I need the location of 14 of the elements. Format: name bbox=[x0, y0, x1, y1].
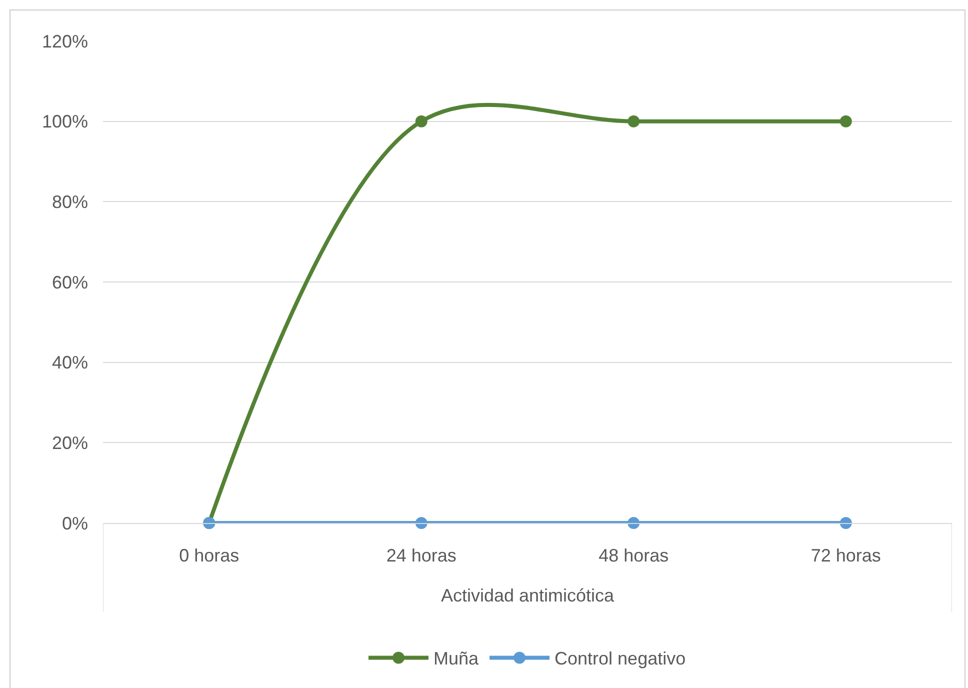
y-tick-label: 40% bbox=[52, 352, 88, 373]
y-tick-label: 80% bbox=[52, 192, 88, 212]
x-tick-label: 48 horas bbox=[598, 546, 669, 566]
y-tick-label: 60% bbox=[52, 272, 88, 292]
x-tick-label: 24 horas bbox=[386, 546, 456, 566]
y-tick-label: 120% bbox=[42, 31, 88, 52]
legend-label: Muña bbox=[434, 648, 480, 669]
y-tick-label: 0% bbox=[62, 513, 88, 534]
x-tick-label: 0 horas bbox=[179, 546, 240, 566]
x-tick-label: 72 horas bbox=[810, 546, 881, 566]
y-tick-label: 20% bbox=[52, 432, 88, 453]
y-tick-label: 100% bbox=[42, 112, 88, 132]
legend-label: Control negativo bbox=[554, 648, 686, 669]
x-axis-title: Actividad antimicótica bbox=[440, 586, 616, 606]
